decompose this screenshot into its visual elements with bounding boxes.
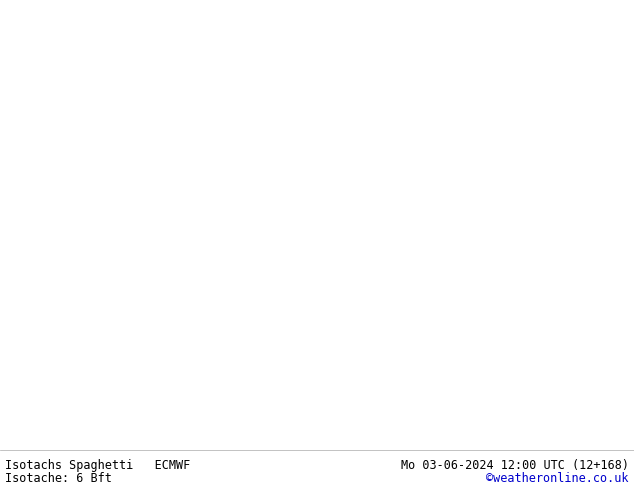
Text: Mo 03-06-2024 12:00 UTC (12+168): Mo 03-06-2024 12:00 UTC (12+168)	[401, 459, 629, 472]
Text: Isotachs Spaghetti   ECMWF: Isotachs Spaghetti ECMWF	[5, 459, 190, 472]
Text: ©weatheronline.co.uk: ©weatheronline.co.uk	[486, 472, 629, 485]
Text: Isotache: 6 Bft: Isotache: 6 Bft	[5, 472, 112, 485]
